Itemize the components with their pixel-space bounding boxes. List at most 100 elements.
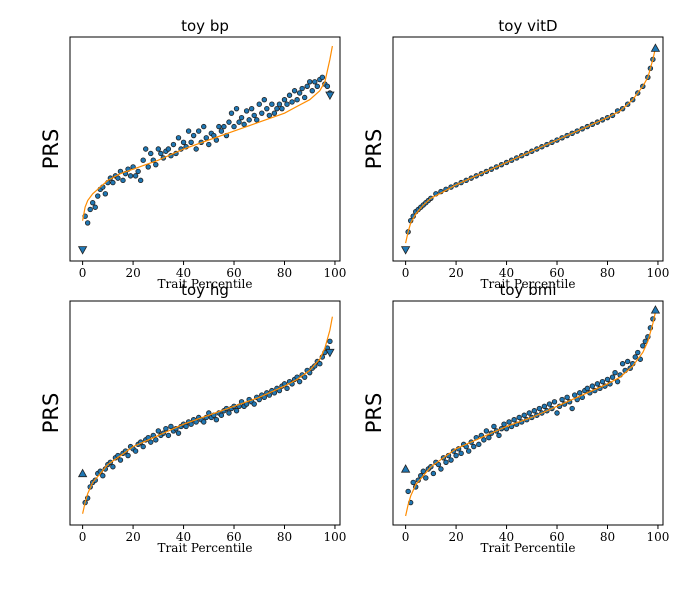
data-point: [551, 399, 558, 405]
data-point: [216, 123, 222, 130]
data-point: [599, 378, 606, 385]
y-axis-label: PRS: [39, 393, 63, 434]
data-point: [435, 461, 442, 468]
data-point: [238, 114, 245, 121]
x-tick-label: 20: [125, 266, 140, 280]
data-point: [317, 361, 323, 367]
data-point: [438, 466, 444, 472]
data-point: [483, 428, 490, 434]
data-point: [324, 83, 331, 89]
data-point: [327, 338, 333, 345]
x-tick-label: 0: [79, 266, 87, 280]
data-point: [188, 139, 194, 145]
data-point: [165, 146, 172, 152]
data-point: [185, 128, 192, 134]
x-tick-label: 100: [647, 530, 670, 544]
x-tick-label: 0: [79, 530, 87, 544]
data-point: [233, 408, 240, 414]
axes-frame: [69, 36, 341, 262]
data-point: [115, 175, 121, 181]
x-tick-label: 40: [176, 266, 191, 280]
data-point: [135, 168, 141, 175]
data-point: [571, 392, 578, 398]
x-tick-label: 80: [277, 530, 292, 544]
data-point: [296, 90, 303, 96]
data-point: [140, 443, 146, 450]
data-point: [319, 74, 326, 81]
data-point: [175, 135, 182, 141]
fit-curve: [405, 48, 656, 244]
subplot-title: toy vitD: [498, 17, 557, 35]
data-point: [466, 448, 472, 454]
triangle-up-marker: [650, 43, 661, 52]
x-tick-label: 20: [448, 266, 463, 280]
fit-curve: [82, 45, 333, 221]
data-point: [289, 99, 295, 105]
data-point: [304, 83, 310, 89]
data-point: [148, 439, 154, 445]
triangle-up-marker: [400, 464, 411, 473]
data-point: [87, 206, 93, 213]
data-point: [206, 141, 212, 148]
x-axis-label: Trait Percentile: [158, 541, 253, 555]
data-point: [526, 410, 532, 416]
data-point: [183, 423, 189, 430]
x-tick-label: 40: [499, 530, 514, 544]
triangle-down-marker: [325, 348, 335, 358]
data-point: [180, 139, 187, 145]
data-point: [420, 468, 426, 474]
data-point: [226, 410, 232, 416]
data-point: [506, 419, 512, 425]
subplot-0: toy bp 0 20 40 60 80 100 Trait Percentile PRS: [39, 17, 346, 291]
data-point: [90, 200, 96, 206]
data-point: [516, 414, 522, 421]
data-point: [213, 417, 220, 423]
subplot-title: toy hg: [181, 281, 229, 299]
data-point: [233, 105, 240, 112]
data-point: [476, 441, 482, 448]
y-axis-label: PRS: [362, 129, 386, 170]
data-point: [95, 193, 101, 199]
x-tick-label: 60: [226, 530, 241, 544]
data-point: [458, 450, 464, 457]
data-point: [299, 85, 305, 92]
data-point: [102, 191, 109, 197]
data-point: [170, 141, 177, 148]
data-point: [241, 121, 247, 128]
data-point: [117, 457, 124, 463]
data-point: [231, 123, 237, 130]
subplot-1: toy vitD 0 20 40 60 80 100 Trait Percentile PRS: [362, 17, 669, 291]
data-point: [286, 92, 293, 98]
data-point: [559, 396, 565, 403]
data-point: [531, 408, 538, 414]
data-point: [410, 479, 416, 486]
data-point: [254, 117, 260, 123]
data-point: [175, 430, 182, 436]
data-point: [284, 101, 290, 107]
x-tick-label: 0: [402, 530, 410, 544]
data-point: [259, 110, 265, 116]
data-point: [546, 401, 553, 407]
x-axis-label: Trait Percentile: [158, 277, 253, 291]
data-point: [158, 150, 164, 157]
data-point: [251, 112, 257, 119]
data-point: [100, 473, 106, 479]
data-point: [632, 354, 638, 360]
data-point: [143, 146, 149, 152]
axes-frame: [392, 36, 664, 262]
data-point: [276, 101, 283, 107]
data-point: [584, 385, 590, 392]
x-tick-label: 40: [499, 266, 514, 280]
x-tick-label: 100: [324, 530, 347, 544]
data-point: [619, 361, 626, 367]
data-point: [140, 157, 146, 163]
data-point: [195, 128, 202, 134]
x-tick-label: 100: [324, 266, 347, 280]
subplot-2: toy hg 0 20 40 60 80 100 Trait Percentile PRS: [39, 281, 346, 555]
x-tick-label: 60: [549, 530, 564, 544]
data-point: [589, 383, 596, 389]
data-point: [92, 204, 98, 210]
data-point: [110, 464, 116, 470]
data-point: [448, 457, 454, 463]
